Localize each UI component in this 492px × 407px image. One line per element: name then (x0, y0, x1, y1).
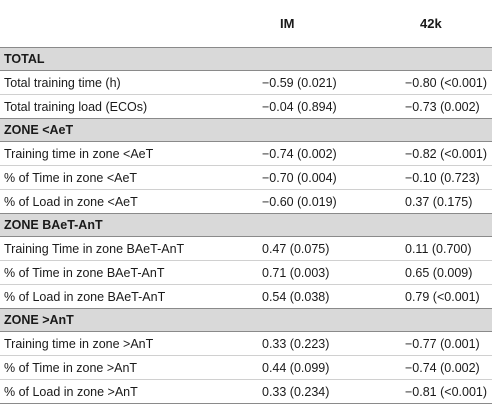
42k-value: 0.37 (0.175) (372, 189, 492, 214)
table-row: % of Time in zone BAeT-AnT 0.71 (0.003) … (0, 260, 492, 285)
42k-value: −0.73 (0.002) (372, 94, 492, 119)
42k-value: −0.82 (<0.001) (372, 141, 492, 166)
row-label: % of Time in zone <AeT (0, 165, 262, 190)
table-row: Training time in zone >AnT 0.33 (0.223) … (0, 331, 492, 356)
table-row: Training time in zone <AeT −0.74 (0.002)… (0, 141, 492, 166)
row-label: Total training time (h) (0, 70, 262, 95)
header-row: IM 42k (0, 0, 492, 48)
section-title: TOTAL (0, 47, 492, 71)
row-label: Training time in zone >AnT (0, 331, 262, 356)
table-row: Training Time in zone BAeT-AnT 0.47 (0.0… (0, 236, 492, 261)
row-label: Total training load (ECOs) (0, 94, 262, 119)
row-label: % of Load in zone <AeT (0, 189, 262, 214)
row-label: % of Time in zone >AnT (0, 355, 262, 380)
table-row: % of Time in zone <AeT −0.70 (0.004) −0.… (0, 165, 492, 190)
im-value: −0.70 (0.004) (262, 165, 372, 190)
section-title: ZONE <AeT (0, 118, 492, 142)
section-total: TOTAL Total training time (h) −0.59 (0.0… (0, 47, 492, 119)
42k-value: −0.74 (0.002) (372, 355, 492, 380)
im-value: 0.47 (0.075) (262, 236, 372, 261)
im-value: 0.54 (0.038) (262, 284, 372, 309)
42k-value: 0.65 (0.009) (372, 260, 492, 285)
im-value: 0.33 (0.223) (262, 331, 372, 356)
im-value: −0.74 (0.002) (262, 141, 372, 166)
im-value: 0.71 (0.003) (262, 260, 372, 285)
section-header: TOTAL (0, 47, 492, 71)
im-value: −0.04 (0.894) (262, 94, 372, 119)
row-label: % of Load in zone >AnT (0, 379, 262, 404)
section-title: ZONE >AnT (0, 308, 492, 332)
42k-value: 0.11 (0.700) (372, 236, 492, 261)
im-value: −0.60 (0.019) (262, 189, 372, 214)
section-above-ant: ZONE >AnT Training time in zone >AnT 0.3… (0, 308, 492, 404)
table-row: Total training time (h) −0.59 (0.021) −0… (0, 70, 492, 95)
im-value: 0.33 (0.234) (262, 379, 372, 404)
table-row: % of Load in zone BAeT-AnT 0.54 (0.038) … (0, 284, 492, 309)
section-header: ZONE BAeT-AnT (0, 213, 492, 237)
row-label: Training time in zone <AeT (0, 141, 262, 166)
section-header: ZONE >AnT (0, 308, 492, 332)
42k-value: 0.79 (<0.001) (372, 284, 492, 309)
table-row: % of Load in zone <AeT −0.60 (0.019) 0.3… (0, 189, 492, 214)
im-value: 0.44 (0.099) (262, 355, 372, 380)
header-im: IM (262, 0, 372, 48)
section-below-aet: ZONE <AeT Training time in zone <AeT −0.… (0, 118, 492, 214)
table-row: Total training load (ECOs) −0.04 (0.894)… (0, 94, 492, 119)
row-label: % of Time in zone BAeT-AnT (0, 260, 262, 285)
42k-value: −0.10 (0.723) (372, 165, 492, 190)
section-header: ZONE <AeT (0, 118, 492, 142)
im-value: −0.59 (0.021) (262, 70, 372, 95)
row-label: % of Load in zone BAeT-AnT (0, 284, 262, 309)
row-label: Training Time in zone BAeT-AnT (0, 236, 262, 261)
section-title: ZONE BAeT-AnT (0, 213, 492, 237)
42k-value: −0.80 (<0.001) (372, 70, 492, 95)
table-row: % of Load in zone >AnT 0.33 (0.234) −0.8… (0, 379, 492, 404)
table-row: % of Time in zone >AnT 0.44 (0.099) −0.7… (0, 355, 492, 380)
header-42k: 42k (372, 0, 492, 48)
42k-value: −0.77 (0.001) (372, 331, 492, 356)
42k-value: −0.81 (<0.001) (372, 379, 492, 404)
header-label (0, 0, 262, 48)
section-baet-ant: ZONE BAeT-AnT Training Time in zone BAeT… (0, 213, 492, 309)
